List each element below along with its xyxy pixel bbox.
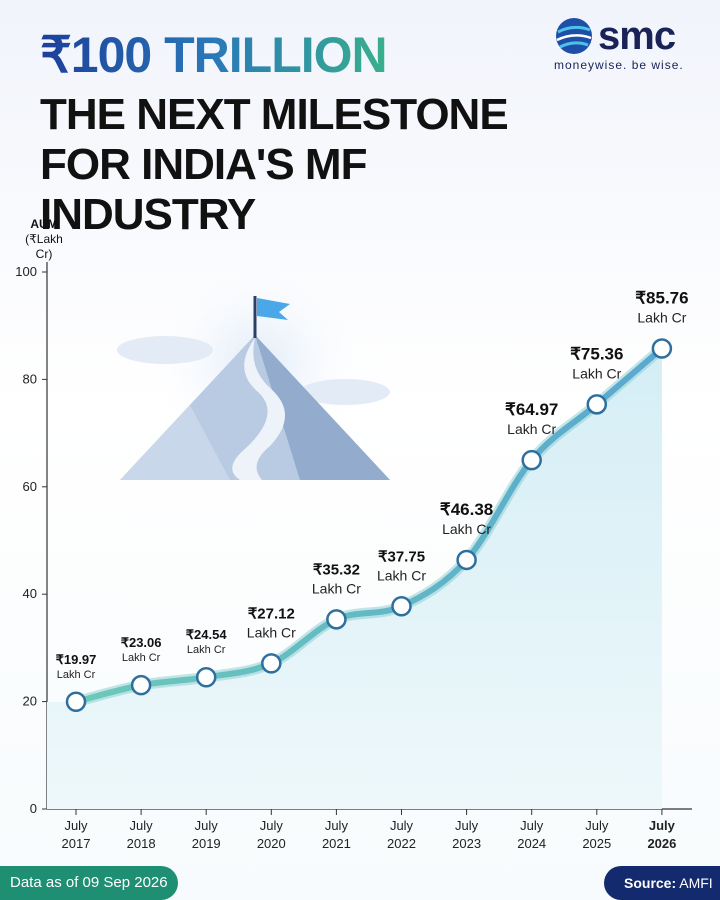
- x-tick-label: July: [520, 818, 544, 833]
- x-tick-label: 2020: [257, 836, 286, 851]
- brand-tagline: moneywise. be wise.: [554, 58, 684, 72]
- x-tick-label: July: [585, 818, 609, 833]
- data-value-label: ₹35.32: [313, 561, 360, 578]
- x-tick-label: 2024: [517, 836, 546, 851]
- y-tick-label: 40: [23, 586, 37, 601]
- x-tick-label: July: [455, 818, 479, 833]
- data-unit-label: Lakh Cr: [122, 652, 161, 664]
- mountain-illustration: [117, 255, 390, 480]
- data-point: [456, 549, 477, 571]
- y-tick-label: 0: [30, 801, 37, 816]
- series-line: [73, 345, 665, 705]
- data-unit-label: Lakh Cr: [57, 669, 96, 681]
- data-unit-label: Lakh Cr: [442, 521, 491, 537]
- page-subtitle: THE NEXT MILESTONE FOR INDIA'S MF INDUST…: [40, 90, 509, 239]
- data-point: [195, 666, 217, 688]
- data-value-label: ₹27.12: [248, 605, 295, 622]
- data-value-label: ₹64.97: [505, 400, 558, 419]
- y-tick-label: 80: [23, 371, 37, 386]
- chart-plot: ₹19.97 Lakh Cr ₹23.06 Lakh Cr ₹24.54 Lakh Cr ₹…: [47, 288, 689, 809]
- globe-icon: [556, 18, 592, 54]
- x-tick-label: July: [390, 818, 414, 833]
- data-point: [65, 691, 87, 713]
- x-tick-label: 2018: [127, 836, 156, 851]
- y-tick-label: 20: [23, 694, 37, 709]
- page-title: ₹100 TRILLION: [40, 27, 388, 83]
- data-unit-label: Lakh Cr: [187, 644, 226, 656]
- x-tick-label: 2026: [647, 836, 676, 851]
- data-value-label: ₹75.36: [570, 344, 623, 363]
- source-label: Source:: [624, 875, 677, 891]
- chart-axes: 0 20 40 60 80 100 July 2017 July 2018 July 2019 July…: [15, 262, 692, 851]
- y-axis-label: AUM (₹Lakh Cr): [16, 217, 72, 262]
- data-point: [130, 674, 152, 696]
- x-tick-label: 2017: [62, 836, 91, 851]
- x-tick-label: July: [195, 818, 219, 833]
- data-point: [261, 653, 282, 674]
- data-unit-label: Lakh Cr: [377, 567, 426, 583]
- y-axis-unit: (₹Lakh Cr): [25, 232, 63, 261]
- x-tick-label: July: [649, 818, 676, 833]
- source-badge: Source: AMFI: [604, 866, 720, 900]
- x-tick-label: July: [130, 818, 154, 833]
- data-point: [521, 449, 542, 471]
- x-tick-label: 2025: [582, 836, 611, 851]
- brand-name: smc: [598, 14, 676, 58]
- data-value-label: ₹85.76: [635, 288, 688, 307]
- y-tick-label: 100: [15, 264, 37, 279]
- data-unit-label: Lakh Cr: [637, 309, 686, 325]
- data-point: [586, 394, 608, 415]
- data-date-badge: Data as of 09 Sep 2026: [0, 866, 178, 900]
- y-tick-label: 60: [23, 479, 37, 494]
- source-value: AMFI: [679, 875, 713, 891]
- x-tick-label: 2019: [192, 836, 221, 851]
- x-tick-label: 2023: [452, 836, 481, 851]
- data-point: [651, 338, 673, 359]
- data-unit-label: Lakh Cr: [247, 624, 296, 640]
- data-point: [326, 609, 347, 630]
- brand-logo: smc moneywise. be wise.: [552, 12, 712, 72]
- data-unit-label: Lakh Cr: [572, 365, 621, 381]
- data-value-label: ₹46.38: [440, 500, 493, 519]
- data-value-label: ₹19.97: [56, 652, 97, 667]
- data-value-label: ₹23.06: [121, 635, 162, 650]
- x-tick-label: 2022: [387, 836, 416, 851]
- data-value-label: ₹37.75: [378, 548, 425, 565]
- x-tick-label: 2021: [322, 836, 351, 851]
- y-axis-title: AUM: [30, 217, 58, 231]
- data-value-label: ₹24.54: [186, 627, 228, 642]
- data-unit-label: Lakh Cr: [507, 421, 556, 437]
- x-tick-label: July: [260, 818, 284, 833]
- data-unit-label: Lakh Cr: [312, 580, 361, 596]
- area-fill: [47, 348, 662, 809]
- x-tick-label: July: [64, 818, 88, 833]
- x-tick-label: July: [325, 818, 349, 833]
- data-point: [391, 596, 412, 617]
